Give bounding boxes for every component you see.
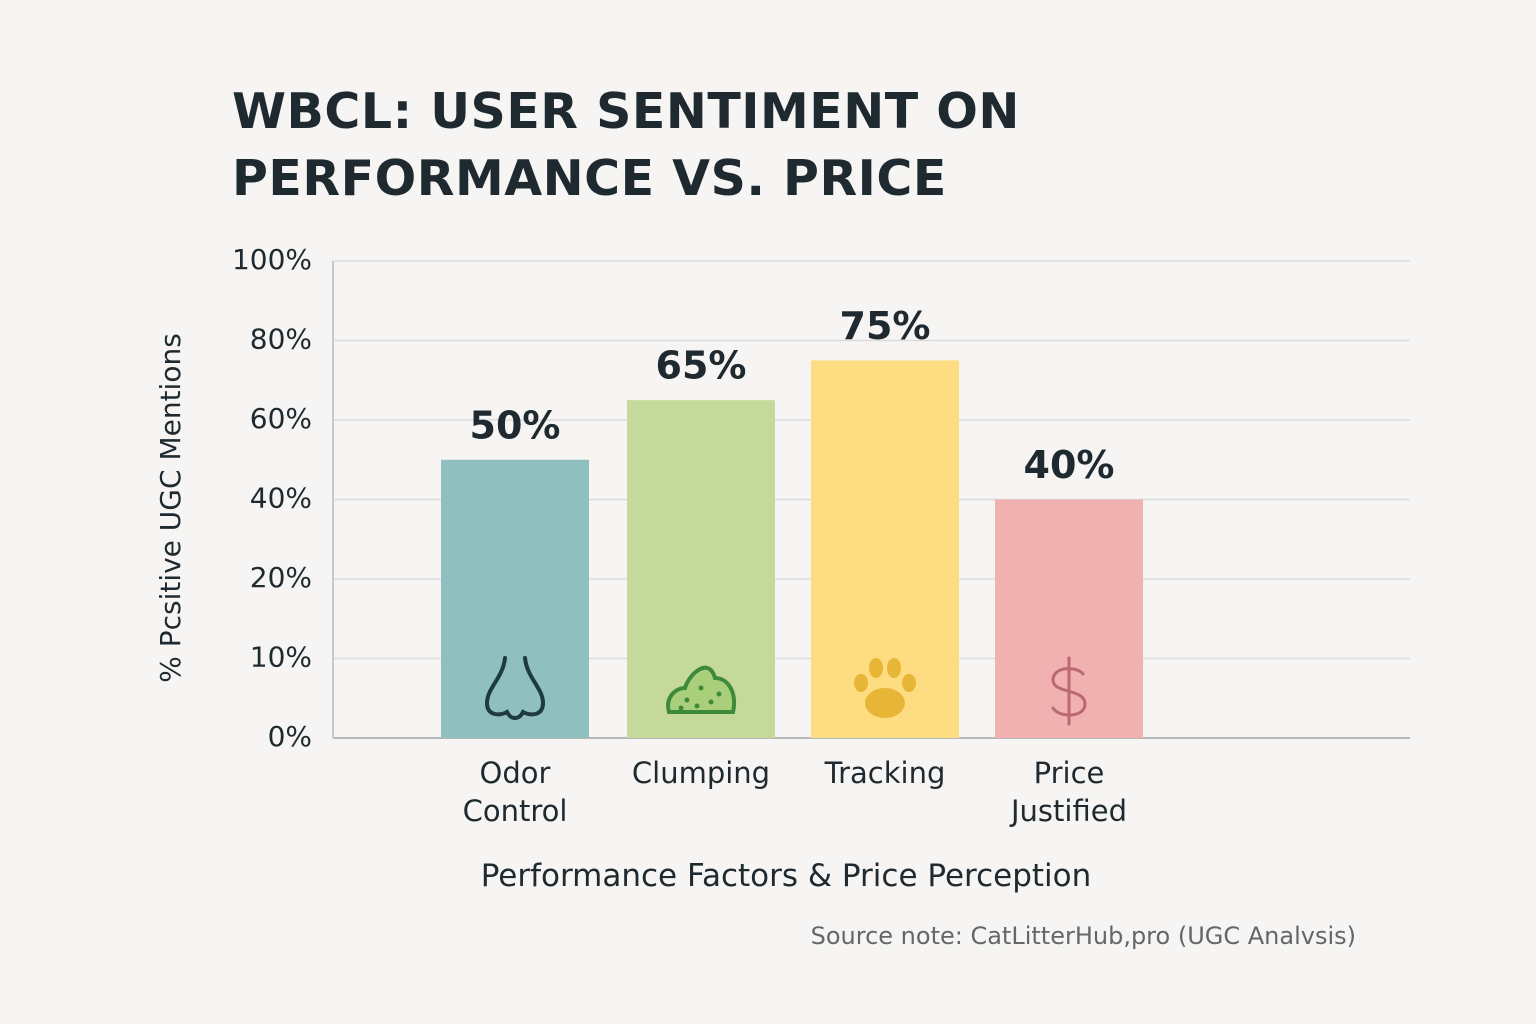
y-tick-label: 60% [250, 402, 312, 435]
y-tick-label: 0% [268, 720, 312, 753]
icon-paw-toe [887, 658, 901, 678]
y-tick-label: 40% [250, 482, 312, 515]
x-tick-label: Price Justified [1011, 756, 1127, 828]
icon-paw-toe [902, 674, 916, 692]
icon-clump-dot [708, 699, 714, 705]
y-tick-label: 100% [232, 243, 312, 276]
icon-paw-pad [865, 688, 905, 718]
icon-paw-toe [854, 674, 868, 692]
icon-dollar [1051, 656, 1087, 726]
icon-clump-dot [694, 703, 700, 709]
icon-clump-dot [716, 691, 722, 697]
y-axis-label: % Pcsitive UGC Mentions [154, 333, 187, 683]
icon-nose [484, 656, 546, 720]
value-label: 65% [656, 344, 747, 388]
x-tick-label: Odor Control [462, 756, 568, 828]
y-tick-label: 80% [250, 323, 312, 356]
icon-clump-dot [678, 705, 684, 711]
x-tick-label: Tracking [824, 756, 946, 790]
icon-clump-dot [698, 685, 704, 691]
icon-clump-dot [684, 697, 690, 703]
value-label: 40% [1024, 443, 1115, 487]
bar [811, 360, 959, 738]
x-axis-label: Performance Factors & Price Perception [480, 858, 1092, 894]
chart-title: WBCL: USER SENTIMENT ON PERFORMANCE VS. … [232, 83, 1020, 207]
icon-paw-toe [869, 658, 883, 678]
value-label: 75% [840, 304, 931, 348]
value-label: 50% [470, 403, 561, 447]
bar [441, 459, 589, 738]
y-tick-label: 10% [250, 641, 312, 674]
x-tick-label: Clumping [631, 756, 771, 790]
source-note: Source note: CatLitterHub,pro (UGC Analv… [810, 922, 1356, 950]
y-tick-label: 20% [250, 561, 312, 594]
